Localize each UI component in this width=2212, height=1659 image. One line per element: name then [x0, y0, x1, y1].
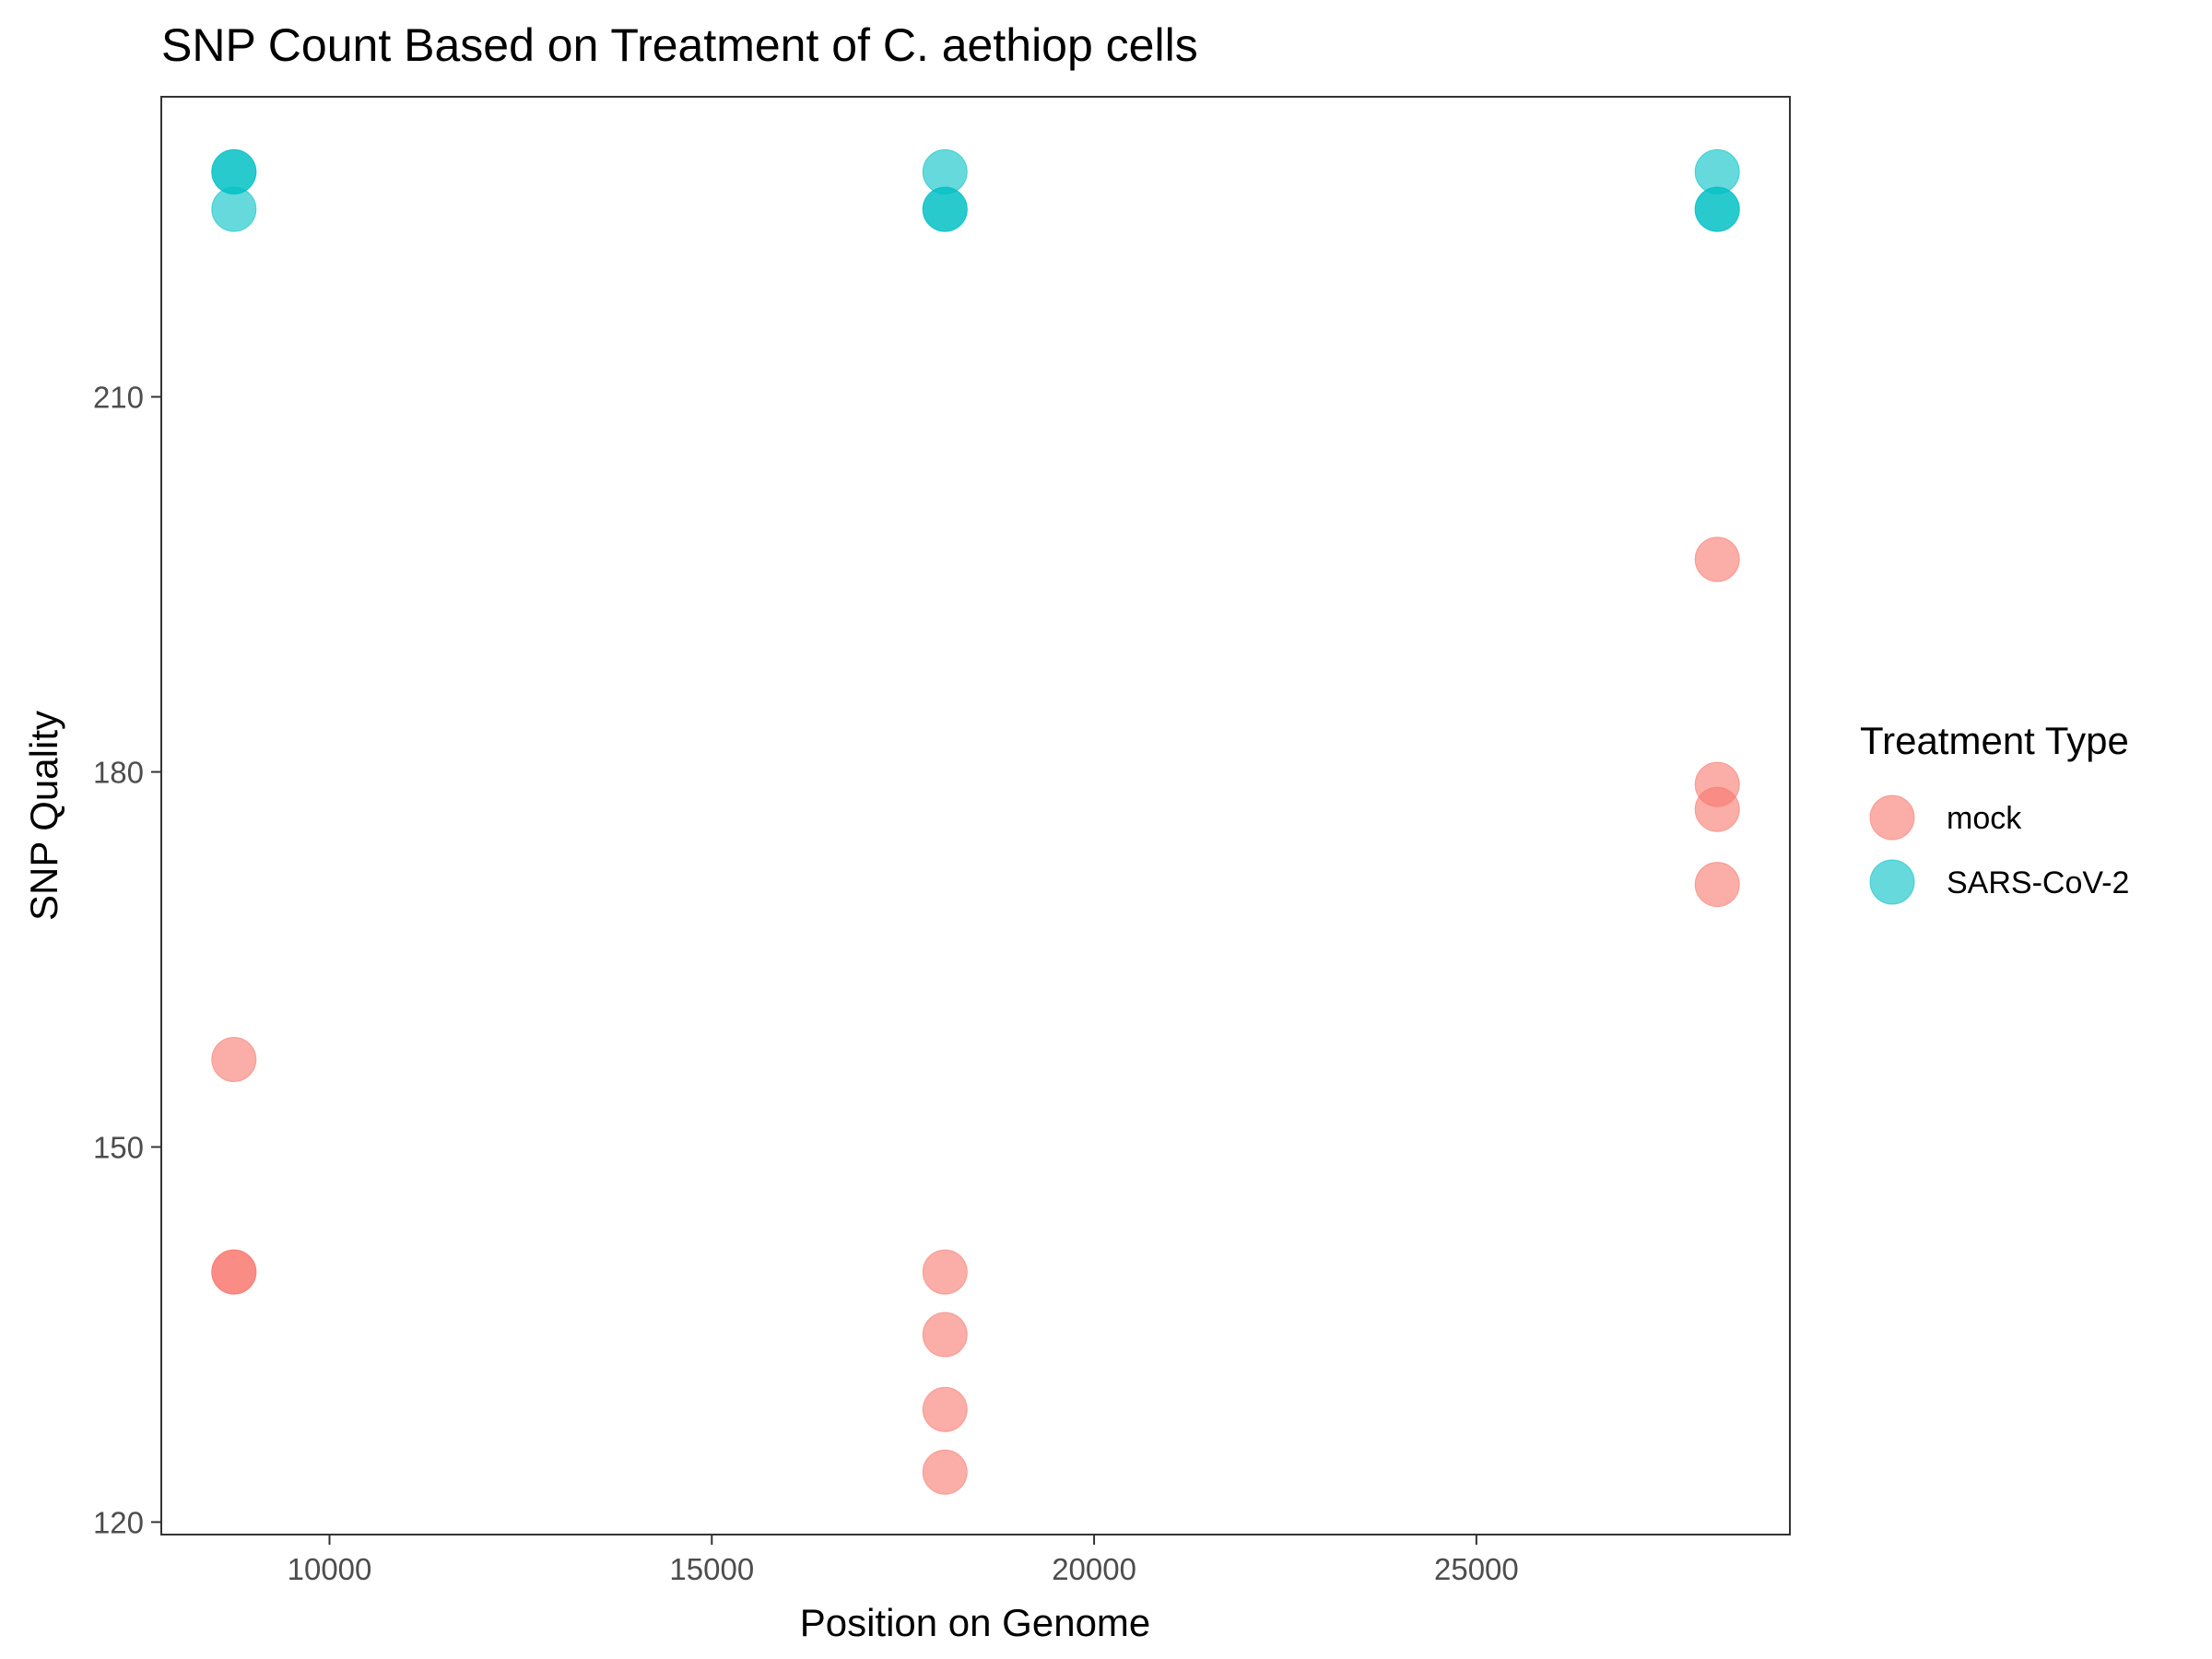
x-tick-label-2: 20000 — [1052, 1552, 1136, 1586]
x-tick-label-0: 10000 — [288, 1552, 372, 1586]
y-tick-label-1: 150 — [93, 1130, 144, 1164]
y-tick-label-0: 120 — [93, 1505, 144, 1539]
x-axis-title: Position on Genome — [800, 1601, 1151, 1644]
point-mock-0 — [211, 1037, 257, 1082]
x-tick-label-3: 25000 — [1434, 1552, 1519, 1586]
y-axis: 120 150 180 210 — [93, 381, 161, 1539]
point-mock-7 — [1694, 536, 1740, 582]
plot-area — [211, 148, 1740, 1495]
x-tick-label-1: 15000 — [669, 1552, 754, 1586]
point-sars-cov-2-5 — [922, 186, 968, 232]
point-mock-4 — [922, 1312, 968, 1358]
point-mock-2 — [211, 1249, 257, 1295]
legend-label-0: mock — [1947, 801, 2022, 836]
point-mock-3 — [922, 1249, 968, 1295]
legend-key-0 — [1869, 794, 1915, 841]
y-axis-title: SNP Quality — [22, 711, 65, 921]
y-tick-label-3: 210 — [93, 381, 144, 415]
y-tick-label-2: 180 — [93, 756, 144, 790]
x-axis: 10000 15000 20000 25000 — [288, 1535, 1519, 1586]
point-mock-6 — [922, 1449, 968, 1495]
chart-title: SNP Count Based on Treatment of C. aethi… — [161, 19, 1198, 71]
point-mock-9 — [1694, 786, 1740, 832]
legend-label-1: SARS-CoV-2 — [1947, 865, 2129, 900]
point-sars-cov-2-2 — [211, 186, 257, 232]
point-mock-10 — [1694, 862, 1740, 908]
plot-panel-border — [160, 96, 1791, 1535]
point-mock-5 — [922, 1386, 968, 1432]
legend-title: Treatment Type — [1860, 719, 2129, 762]
point-sars-cov-2-8 — [1694, 186, 1740, 232]
legend-key-1 — [1869, 859, 1915, 905]
legend: Treatment Type mock SARS-CoV-2 — [1860, 719, 2129, 905]
